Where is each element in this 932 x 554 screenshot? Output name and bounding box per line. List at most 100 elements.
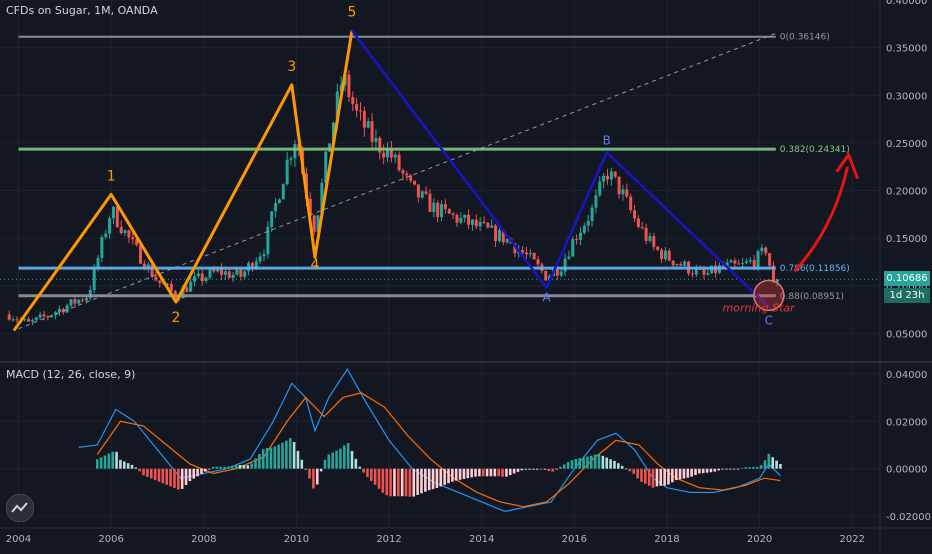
candle-body bbox=[316, 215, 320, 232]
macd-histogram-bar bbox=[721, 468, 724, 470]
y-tick-label: 0.20000 bbox=[886, 187, 927, 198]
candle-body bbox=[679, 264, 683, 266]
candle-body bbox=[374, 138, 378, 142]
macd-y-tick-label: 0.04000 bbox=[886, 370, 927, 381]
candle-body bbox=[706, 273, 710, 275]
macd-histogram-bar bbox=[779, 463, 782, 469]
candle-body bbox=[760, 247, 764, 252]
candle-body bbox=[358, 110, 362, 112]
candle-body bbox=[281, 184, 285, 200]
candle-body bbox=[660, 249, 664, 260]
macd-histogram-bar bbox=[161, 468, 165, 484]
candle-body bbox=[289, 158, 293, 160]
candle-body bbox=[451, 213, 455, 215]
candle-body bbox=[335, 91, 339, 123]
candle-body bbox=[606, 175, 610, 180]
candle-body bbox=[320, 182, 324, 216]
macd-histogram-bar bbox=[296, 450, 300, 469]
macd-histogram-bar bbox=[288, 437, 292, 469]
candle-body bbox=[563, 258, 567, 272]
macd-histogram-bar bbox=[358, 466, 362, 469]
macd-y-tick-label: 0.00000 bbox=[886, 465, 927, 476]
candle-body bbox=[92, 267, 96, 291]
macd-histogram-bar bbox=[180, 468, 184, 489]
macd-histogram-bar bbox=[173, 468, 176, 489]
y-tick-label: 0.30000 bbox=[886, 91, 927, 102]
candle-body bbox=[193, 276, 197, 282]
macd-histogram-bar bbox=[408, 468, 412, 497]
candle-body bbox=[613, 171, 617, 177]
macd-histogram-bar bbox=[427, 468, 431, 491]
macd-histogram-bar bbox=[539, 468, 543, 470]
macd-histogram-bar bbox=[335, 450, 338, 469]
macd-histogram-bar bbox=[346, 443, 350, 469]
candle-body bbox=[683, 261, 687, 266]
candle-body bbox=[501, 230, 505, 243]
macd-histogram-bar bbox=[119, 459, 122, 469]
candle-body bbox=[775, 279, 779, 283]
candle-body bbox=[223, 271, 227, 275]
macd-histogram-group bbox=[95, 437, 782, 497]
candle-body bbox=[621, 189, 625, 195]
macd-histogram-bar bbox=[211, 466, 215, 469]
macd-histogram-bar bbox=[381, 468, 385, 493]
candle-body bbox=[582, 225, 586, 233]
macd-histogram-bar bbox=[149, 468, 153, 479]
macd-histogram-bar bbox=[570, 460, 574, 469]
candle-body bbox=[482, 221, 486, 223]
macd-histogram-bar bbox=[516, 468, 520, 472]
candle-body bbox=[30, 320, 34, 322]
macd-histogram-bar bbox=[462, 468, 466, 479]
macd-histogram-bar bbox=[339, 448, 342, 469]
tradingview-logo-icon[interactable] bbox=[6, 494, 34, 522]
macd-histogram-bar bbox=[481, 468, 485, 477]
x-tick-label: 2014 bbox=[469, 534, 494, 545]
candle-body bbox=[409, 175, 413, 181]
macd-histogram-bar bbox=[748, 467, 751, 469]
candle-body bbox=[748, 260, 752, 262]
candle-body bbox=[328, 143, 332, 152]
candle-body bbox=[524, 252, 528, 255]
macd-histogram-bar bbox=[393, 468, 396, 497]
macd-histogram-bar bbox=[200, 468, 203, 474]
macd-histogram-bar bbox=[501, 468, 504, 477]
candle-body bbox=[397, 154, 401, 171]
macd-histogram-bar bbox=[458, 468, 462, 480]
macd-histogram-bar bbox=[103, 455, 107, 469]
candle-body bbox=[123, 230, 127, 234]
macd-histogram-bar bbox=[366, 468, 369, 477]
candle-body bbox=[656, 246, 660, 250]
macd-histogram-bar bbox=[231, 465, 234, 469]
candle-body bbox=[250, 263, 254, 269]
macd-histogram-bar bbox=[373, 468, 377, 485]
y-tick-label: 0.10000 bbox=[886, 282, 927, 293]
macd-histogram-bar bbox=[508, 468, 512, 476]
candle-body bbox=[220, 268, 224, 275]
macd-histogram-bar bbox=[713, 468, 717, 472]
abc-wave-label: A bbox=[542, 291, 551, 305]
candle-body bbox=[744, 261, 748, 264]
macd-histogram-bar bbox=[528, 468, 531, 470]
macd-histogram-bar bbox=[647, 468, 651, 486]
candle-body bbox=[764, 247, 768, 254]
candle-body bbox=[111, 206, 115, 219]
candle-body bbox=[671, 260, 675, 266]
macd-histogram-bar bbox=[331, 452, 335, 469]
macd-histogram-bar bbox=[238, 464, 242, 469]
macd-histogram-bar bbox=[400, 468, 404, 497]
macd-histogram-bar bbox=[678, 468, 682, 480]
macd-histogram-bar bbox=[192, 468, 196, 479]
candle-body bbox=[73, 299, 77, 304]
candle-body bbox=[266, 226, 270, 255]
candle-body bbox=[586, 220, 590, 226]
candle-body bbox=[644, 227, 648, 241]
macd-histogram-bar bbox=[323, 459, 327, 469]
candle-body bbox=[100, 237, 104, 258]
macd-histogram-bar bbox=[686, 468, 690, 478]
macd-histogram-bar bbox=[655, 468, 659, 487]
candle-body bbox=[196, 273, 200, 277]
macd-histogram-bar bbox=[277, 444, 280, 469]
macd-histogram-bar bbox=[377, 468, 381, 489]
macd-histogram-bar bbox=[709, 468, 713, 473]
